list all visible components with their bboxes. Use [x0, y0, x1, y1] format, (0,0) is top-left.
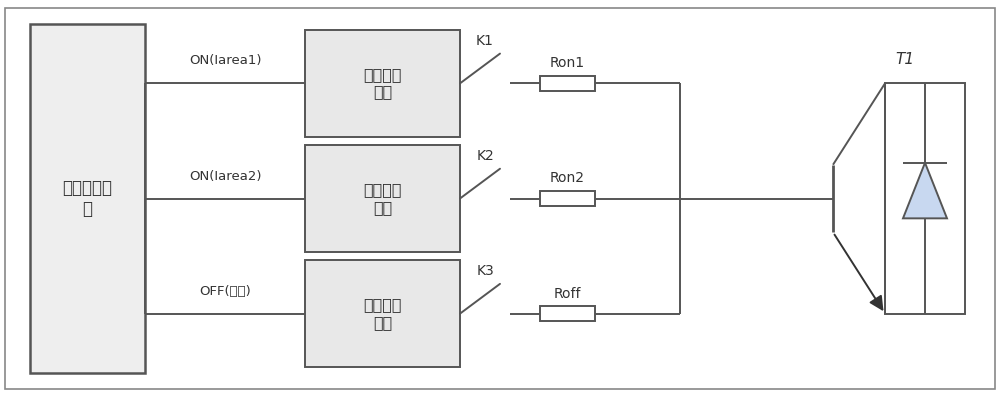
Bar	[540, 306, 595, 321]
Polygon shape	[903, 163, 947, 218]
Bar	[305, 260, 460, 367]
Text: Ron1: Ron1	[550, 56, 585, 70]
Text: K2: K2	[476, 149, 494, 163]
Bar	[305, 30, 460, 137]
Text: T1: T1	[895, 52, 914, 67]
Bar	[30, 24, 145, 373]
Text: K1: K1	[476, 34, 494, 48]
Bar	[885, 83, 965, 314]
Text: ON(Iarea2): ON(Iarea2)	[189, 170, 261, 183]
Text: 第二隔离
电路: 第二隔离 电路	[363, 182, 402, 215]
Text: Ron2: Ron2	[550, 172, 585, 185]
Text: 第三隔离
电路: 第三隔离 电路	[363, 297, 402, 330]
Text: K3: K3	[476, 264, 494, 278]
Bar	[305, 145, 460, 252]
Bar	[540, 191, 595, 206]
Bar	[540, 76, 595, 91]
Text: ON(Iarea1): ON(Iarea1)	[189, 54, 261, 67]
Text: 第一隔离
电路: 第一隔离 电路	[363, 67, 402, 100]
Text: 驱动控制电
路: 驱动控制电 路	[62, 179, 112, 218]
Text: OFF(暂态): OFF(暂态)	[199, 285, 251, 298]
Text: Roff: Roff	[554, 287, 581, 301]
